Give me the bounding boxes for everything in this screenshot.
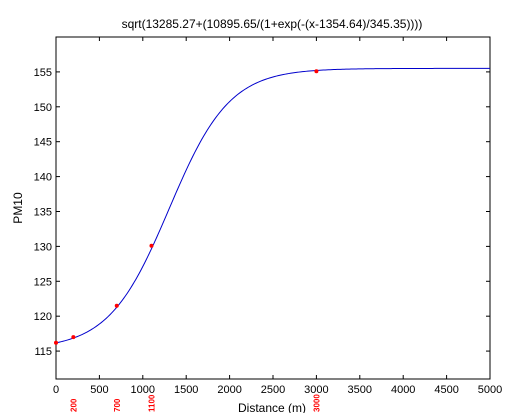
y-tick-label: 130 (34, 241, 52, 253)
x-tick-label: 1500 (174, 384, 198, 396)
plot-area (55, 36, 491, 380)
x-axis: 0 500 1000 1500 2000 2500 3000 3500 4000 4500 5000 (53, 37, 502, 396)
y-tick-label: 150 (34, 102, 52, 114)
x-tick-label: 500 (90, 384, 108, 396)
chart-title: sqrt(13285.27+(10895.65/(1+exp(-(x-1354.… (122, 17, 423, 31)
x-tick-label: 4000 (391, 384, 415, 396)
x-tick-label: 3000 (304, 384, 328, 396)
red-distance-label: 3000 (312, 394, 321, 412)
y-tick-label: 125 (34, 276, 52, 288)
data-point (54, 340, 58, 345)
y-tick-label: 145 (34, 137, 52, 149)
y-tick-label: 140 (34, 172, 52, 184)
red-distance-label: 200 (69, 398, 78, 412)
data-point (149, 243, 154, 248)
y-tick-label: 135 (34, 206, 52, 218)
x-tick-label: 3500 (348, 384, 372, 396)
point-labels: 200 700 1100 3000 (69, 394, 321, 412)
red-distance-label: 700 (113, 398, 122, 412)
y-tick-label: 120 (34, 311, 52, 323)
data-point (114, 303, 119, 308)
data-point (314, 69, 319, 74)
y-axis: 115 120 125 130 135 140 145 150 155 (34, 67, 490, 358)
x-tick-label: 0 (53, 384, 59, 396)
y-axis-label: PM10 (11, 192, 25, 224)
x-tick-label: 5000 (478, 384, 502, 396)
red-distance-label: 1100 (147, 394, 156, 412)
x-tick-label: 2000 (217, 384, 241, 396)
x-tick-label: 2500 (261, 384, 285, 396)
fit-curve (55, 67, 490, 344)
y-tick-label: 155 (34, 67, 52, 79)
data-points (54, 69, 319, 345)
x-axis-label: Distance (m) (238, 401, 306, 413)
x-tick-label: 4500 (434, 384, 458, 396)
x-tick-label: 1000 (131, 384, 155, 396)
y-tick-label: 115 (34, 346, 52, 358)
data-point (71, 335, 76, 340)
